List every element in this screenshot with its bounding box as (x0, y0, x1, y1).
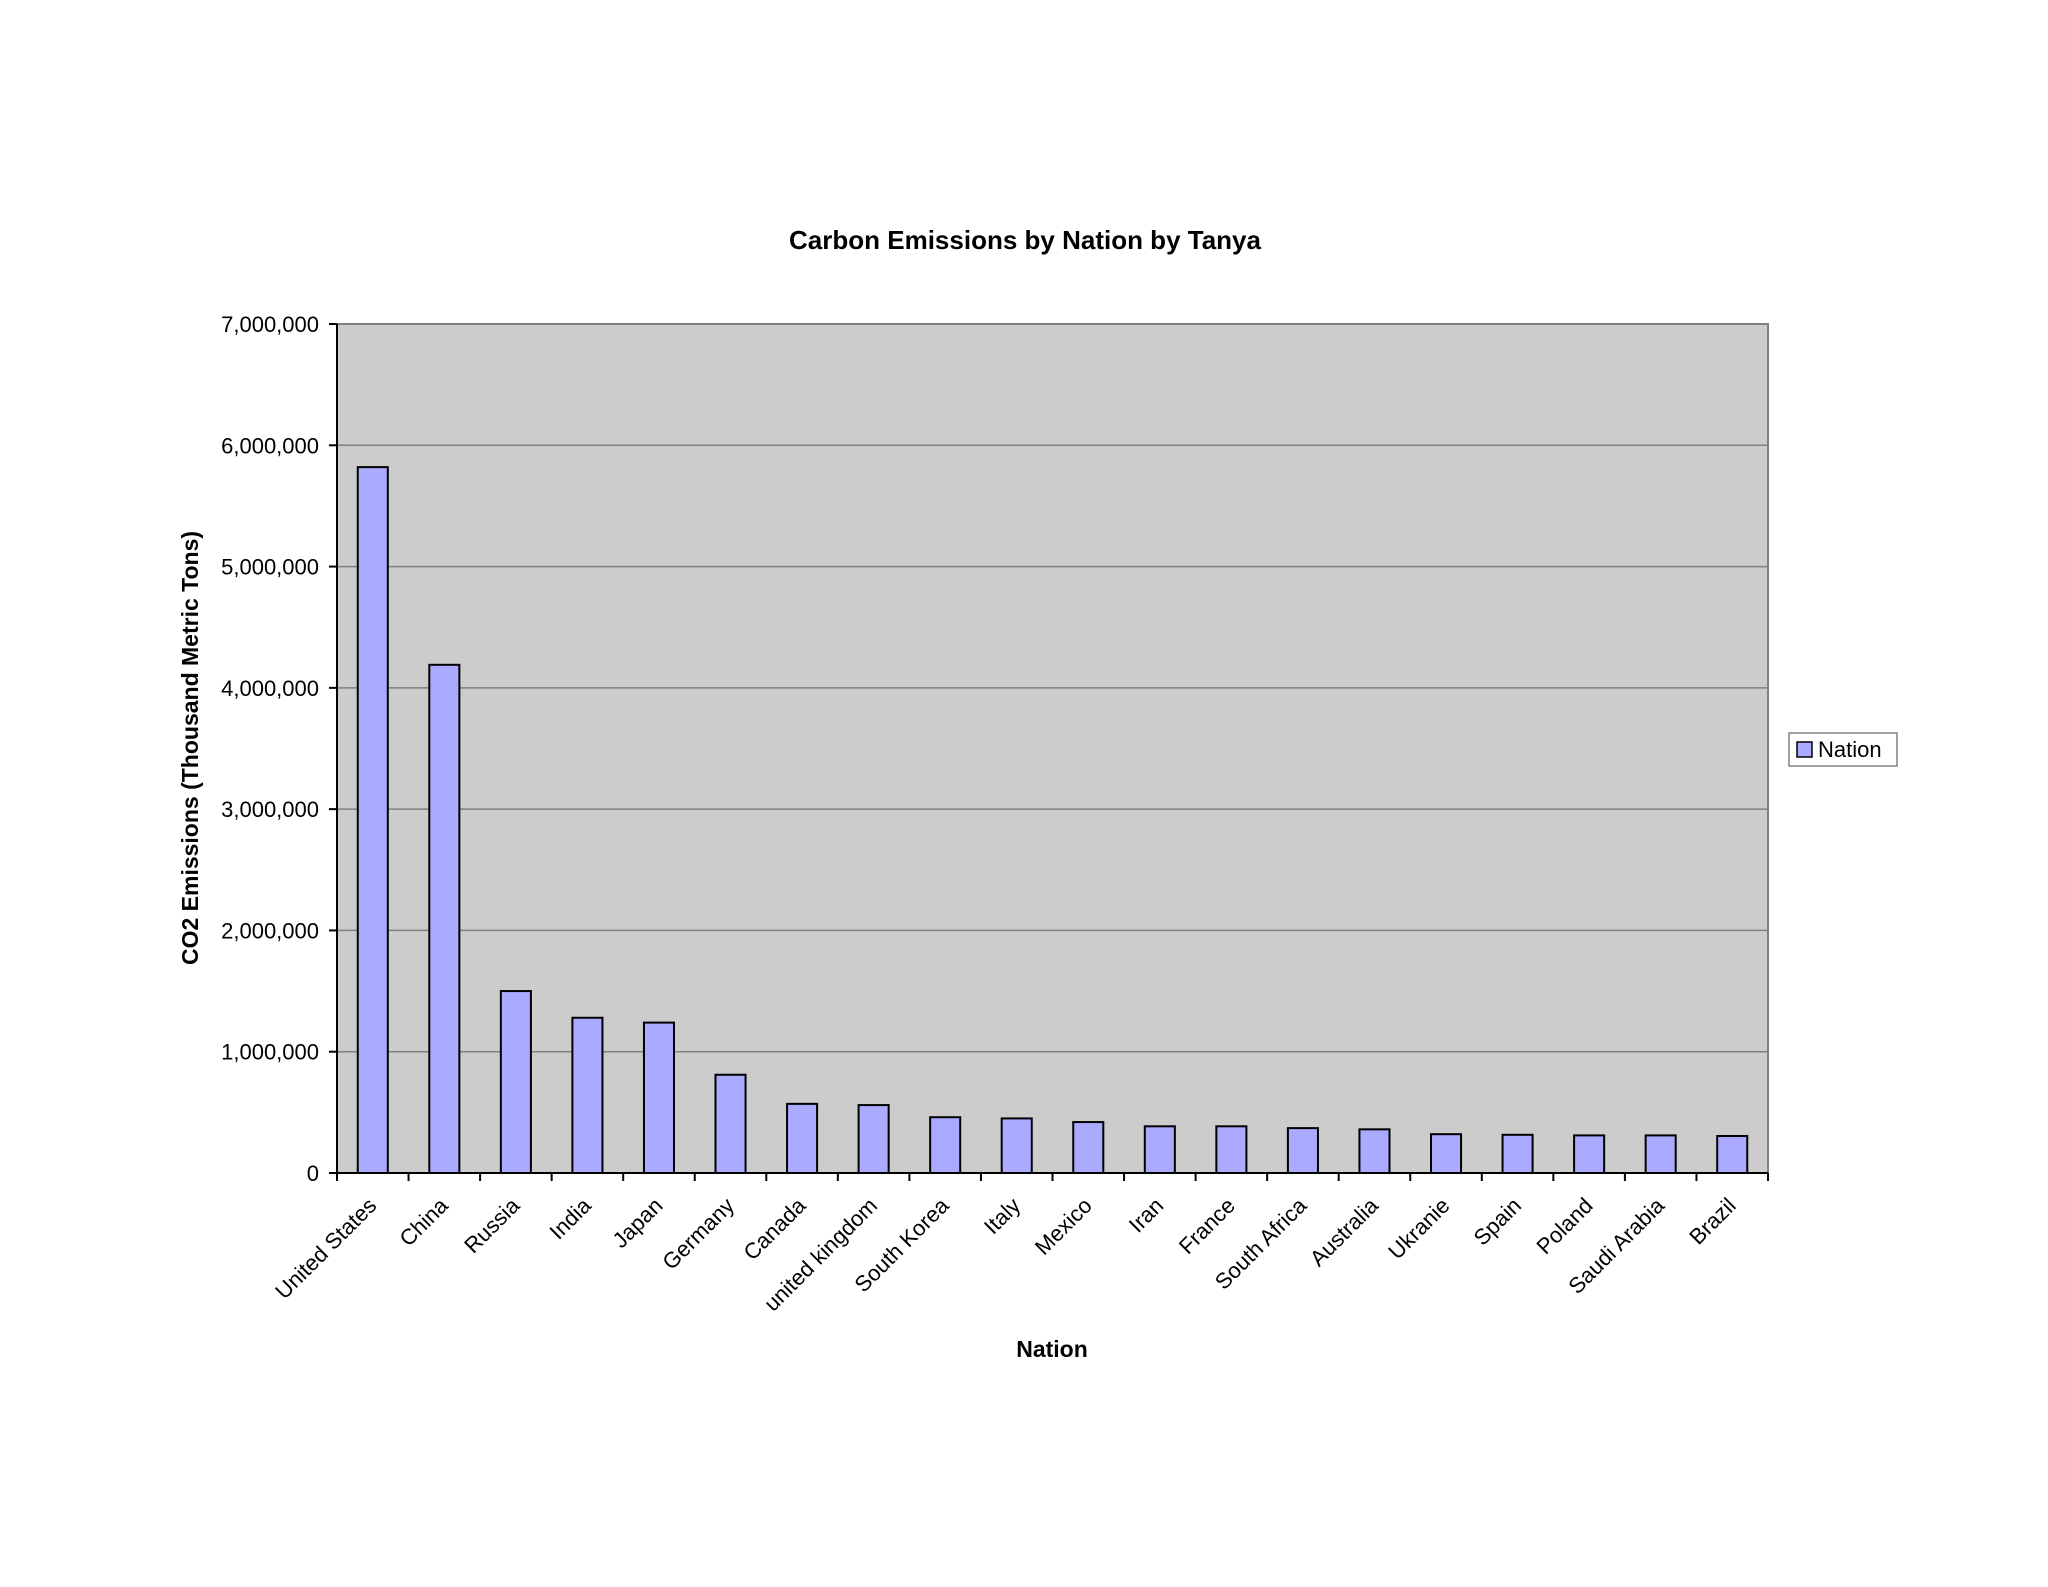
bar (857, 1104, 890, 1174)
y-tick-label: 7,000,000 (221, 312, 319, 337)
bar (1716, 1135, 1749, 1174)
x-tick-label: Italy (979, 1193, 1025, 1239)
plot-area (336, 323, 1769, 1174)
y-tick-label: 5,000,000 (221, 555, 319, 580)
x-tick-label: United States (270, 1193, 381, 1304)
x-tick-label: Australia (1305, 1192, 1384, 1271)
x-tick-label: Canada (738, 1192, 811, 1265)
x-axis-ticks: United States China Russia India JapanGerman… (270, 1173, 1769, 1316)
bar (1358, 1128, 1391, 1175)
x-tick-label: China (395, 1192, 454, 1251)
gridlines (337, 444, 1768, 1053)
x-tick-label: Russia (459, 1192, 525, 1258)
x-tick-label: Brazil (1684, 1193, 1741, 1250)
legend: Nation (1788, 732, 1898, 767)
bar (1644, 1134, 1677, 1175)
bar (428, 663, 461, 1174)
bar (1000, 1117, 1033, 1174)
bar (1573, 1134, 1606, 1175)
legend-swatch (1796, 741, 1813, 758)
bar (571, 1016, 604, 1174)
y-axis-ticks: 0 1,000,000 2,000,000 3,000,000 4,000,000 5,0… (221, 312, 337, 1186)
bar (786, 1102, 819, 1175)
x-tick-label: Spain (1469, 1193, 1526, 1250)
x-tick-label: Iran (1124, 1193, 1168, 1237)
bar (1429, 1133, 1463, 1175)
x-tick-label: Germany (657, 1193, 739, 1275)
x-tick-label: Ukranie (1383, 1193, 1454, 1264)
bar (499, 990, 532, 1174)
y-tick-label: 4,000,000 (221, 676, 319, 701)
y-tick-label: 1,000,000 (221, 1040, 319, 1065)
y-tick-label: 3,000,000 (221, 797, 319, 822)
x-tick-label: India (545, 1192, 597, 1244)
x-tick-label: Mexico (1030, 1193, 1097, 1260)
bar (1501, 1133, 1534, 1175)
bar (929, 1116, 962, 1175)
bar (1286, 1127, 1319, 1174)
bar (1072, 1121, 1105, 1175)
x-tick-label: Poland (1532, 1193, 1598, 1259)
x-axis-title: Nation (1016, 1336, 1088, 1362)
x-tick-label: France (1174, 1193, 1240, 1259)
bar (642, 1021, 676, 1174)
y-tick-label: 2,000,000 (221, 918, 319, 943)
legend-label: Nation (1818, 737, 1882, 762)
bar (714, 1073, 747, 1174)
bars (356, 466, 1749, 1175)
y-tick-label: 6,000,000 (221, 433, 319, 458)
bar (1143, 1125, 1176, 1175)
bar (1215, 1125, 1248, 1175)
bar (356, 466, 389, 1175)
chart-title: Carbon Emissions by Nation by Tanya (789, 225, 1261, 255)
y-tick-label: 0 (307, 1161, 319, 1186)
x-tick-label: Japan (607, 1193, 667, 1253)
y-axis-title: CO2 Emissions (Thousand Metric Tons) (177, 531, 203, 965)
